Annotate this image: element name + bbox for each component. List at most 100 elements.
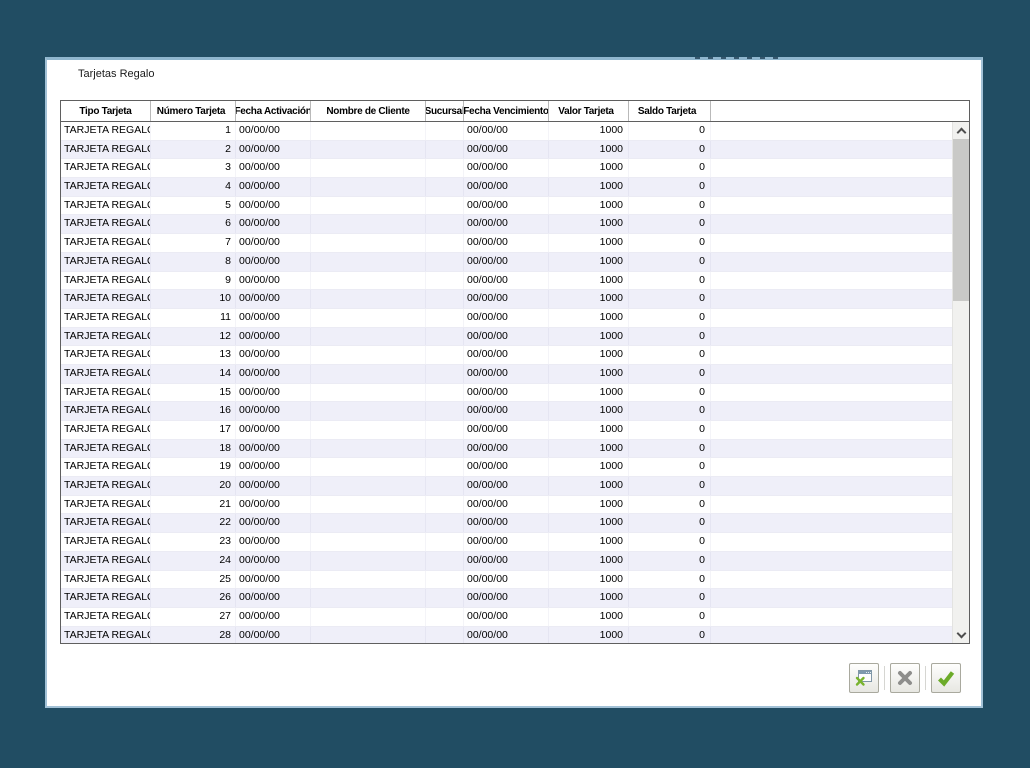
accept-button[interactable] <box>931 663 961 693</box>
cell-fecha-activacion: 00/00/00 <box>236 383 311 402</box>
table-row[interactable]: TARJETA REGALO 19 00/00/00 00/00/00 1000… <box>61 458 952 478</box>
column-header-fecha-vencimiento[interactable]: Fecha Vencimiento <box>464 101 549 121</box>
vertical-scrollbar[interactable] <box>952 122 969 643</box>
column-header-sucursal[interactable]: Sucursal <box>426 101 464 121</box>
table-row[interactable]: TARJETA REGALO 13 00/00/00 00/00/00 1000… <box>61 346 952 365</box>
table-row[interactable]: TARJETA REGALO 16 00/00/00 00/00/00 1000… <box>61 402 952 421</box>
cell-fecha-vencimiento: 00/00/00 <box>464 402 549 420</box>
table-row[interactable]: TARJETA REGALO 24 00/00/00 00/00/00 1000… <box>61 551 952 571</box>
cell-fecha-activacion: 00/00/00 <box>236 402 311 420</box>
cell-fecha-vencimiento: 00/00/00 <box>464 346 549 364</box>
table-row[interactable]: TARJETA REGALO 28 00/00/00 00/00/00 1000… <box>61 626 952 643</box>
cell-sucursal <box>426 346 464 364</box>
table-row[interactable]: TARJETA REGALO 6 00/00/00 00/00/00 1000 … <box>61 215 952 235</box>
table-row[interactable]: TARJETA REGALO 26 00/00/00 00/00/00 1000… <box>61 589 952 608</box>
cell-tipo-tarjeta: TARJETA REGALO <box>61 271 151 290</box>
table-row[interactable]: TARJETA REGALO 25 00/00/00 00/00/00 1000… <box>61 570 952 590</box>
close-form-button[interactable] <box>849 663 879 693</box>
cell-filler <box>711 627 952 643</box>
table-row[interactable]: TARJETA REGALO 10 00/00/00 00/00/00 1000… <box>61 290 952 309</box>
cell-nombre-de-cliente <box>311 626 426 643</box>
cell-fecha-vencimiento: 00/00/00 <box>464 533 549 551</box>
table-row[interactable]: TARJETA REGALO 7 00/00/00 00/00/00 1000 … <box>61 234 952 253</box>
cell-valor-tarjeta: 1000 <box>549 196 629 215</box>
cancel-button[interactable] <box>890 663 920 693</box>
cell-saldo-tarjeta: 0 <box>629 122 711 140</box>
table-row[interactable]: TARJETA REGALO 9 00/00/00 00/00/00 1000 … <box>61 271 952 291</box>
cell-saldo-tarjeta: 0 <box>629 607 711 626</box>
table-row[interactable]: TARJETA REGALO 1 00/00/00 00/00/00 1000 … <box>61 122 952 141</box>
column-header-saldo-tarjeta[interactable]: Saldo Tarjeta <box>629 101 711 121</box>
cell-numero-tarjeta: 18 <box>151 439 236 458</box>
cell-fecha-activacion: 00/00/00 <box>236 364 311 383</box>
cell-filler <box>711 122 952 140</box>
cell-numero-tarjeta: 27 <box>151 607 236 626</box>
cell-filler <box>711 458 952 476</box>
cell-fecha-vencimiento: 00/00/00 <box>464 234 549 252</box>
table-row[interactable]: TARJETA REGALO 18 00/00/00 00/00/00 1000… <box>61 439 952 459</box>
cell-fecha-activacion: 00/00/00 <box>236 495 311 514</box>
cell-nombre-de-cliente <box>311 196 426 215</box>
table-row[interactable]: TARJETA REGALO 11 00/00/00 00/00/00 1000… <box>61 308 952 328</box>
table-row[interactable]: TARJETA REGALO 17 00/00/00 00/00/00 1000… <box>61 421 952 440</box>
column-header-nombre-de-cliente[interactable]: Nombre de Cliente <box>311 101 426 121</box>
table-row[interactable]: TARJETA REGALO 2 00/00/00 00/00/00 1000 … <box>61 140 952 160</box>
cell-fecha-vencimiento: 00/00/00 <box>464 477 549 495</box>
cell-tipo-tarjeta: TARJETA REGALO <box>61 570 151 589</box>
cell-fecha-vencimiento: 00/00/00 <box>464 196 549 215</box>
table-row[interactable]: TARJETA REGALO 23 00/00/00 00/00/00 1000… <box>61 533 952 552</box>
cell-fecha-vencimiento: 00/00/00 <box>464 252 549 271</box>
cell-valor-tarjeta: 1000 <box>549 252 629 271</box>
table-row[interactable]: TARJETA REGALO 21 00/00/00 00/00/00 1000… <box>61 495 952 515</box>
table-row[interactable]: TARJETA REGALO 27 00/00/00 00/00/00 1000… <box>61 607 952 627</box>
cell-tipo-tarjeta: TARJETA REGALO <box>61 178 151 196</box>
cell-sucursal <box>426 215 464 234</box>
cell-nombre-de-cliente <box>311 495 426 514</box>
scrollbar-thumb[interactable] <box>953 139 969 301</box>
cell-numero-tarjeta: 8 <box>151 252 236 271</box>
cell-filler <box>711 309 952 327</box>
table-row[interactable]: TARJETA REGALO 22 00/00/00 00/00/00 1000… <box>61 514 952 534</box>
cell-sucursal <box>426 122 464 140</box>
column-header-fecha-activacion[interactable]: Fecha Activación <box>236 101 311 121</box>
column-header-tipo-tarjeta[interactable]: Tipo Tarjeta <box>61 101 151 121</box>
table-row[interactable]: TARJETA REGALO 15 00/00/00 00/00/00 1000… <box>61 383 952 403</box>
cell-sucursal <box>426 140 464 159</box>
table-row[interactable]: TARJETA REGALO 8 00/00/00 00/00/00 1000 … <box>61 252 952 272</box>
cell-nombre-de-cliente <box>311 514 426 533</box>
cell-fecha-activacion: 00/00/00 <box>236 346 311 364</box>
column-header-valor-tarjeta[interactable]: Valor Tarjeta <box>549 101 629 121</box>
cell-valor-tarjeta: 1000 <box>549 533 629 551</box>
cell-nombre-de-cliente <box>311 551 426 570</box>
cell-fecha-vencimiento: 00/00/00 <box>464 122 549 140</box>
cell-sucursal <box>426 159 464 178</box>
cell-valor-tarjeta: 1000 <box>549 495 629 514</box>
cell-sucursal <box>426 402 464 420</box>
cell-fecha-vencimiento: 00/00/00 <box>464 570 549 589</box>
cell-fecha-activacion: 00/00/00 <box>236 234 311 252</box>
table-row[interactable]: TARJETA REGALO 20 00/00/00 00/00/00 1000… <box>61 477 952 496</box>
cell-filler <box>711 178 952 196</box>
cell-filler <box>711 197 952 215</box>
cell-fecha-activacion: 00/00/00 <box>236 140 311 159</box>
cell-valor-tarjeta: 1000 <box>549 271 629 290</box>
cell-tipo-tarjeta: TARJETA REGALO <box>61 196 151 215</box>
table-row[interactable]: TARJETA REGALO 12 00/00/00 00/00/00 1000… <box>61 327 952 347</box>
cell-valor-tarjeta: 1000 <box>549 477 629 495</box>
cell-nombre-de-cliente <box>311 290 426 308</box>
column-header-numero-tarjeta[interactable]: Número Tarjeta <box>151 101 236 121</box>
cell-numero-tarjeta: 13 <box>151 346 236 364</box>
table-row[interactable]: TARJETA REGALO 4 00/00/00 00/00/00 1000 … <box>61 178 952 197</box>
scrollbar-down-button[interactable] <box>953 626 969 643</box>
scrollbar-up-button[interactable] <box>953 122 969 139</box>
cell-nombre-de-cliente <box>311 383 426 402</box>
cell-valor-tarjeta: 1000 <box>549 346 629 364</box>
cell-fecha-vencimiento: 00/00/00 <box>464 271 549 290</box>
table-row[interactable]: TARJETA REGALO 3 00/00/00 00/00/00 1000 … <box>61 159 952 179</box>
cell-fecha-activacion: 00/00/00 <box>236 458 311 477</box>
table-row[interactable]: TARJETA REGALO 14 00/00/00 00/00/00 1000… <box>61 364 952 384</box>
cell-sucursal <box>426 570 464 589</box>
table-row[interactable]: TARJETA REGALO 5 00/00/00 00/00/00 1000 … <box>61 196 952 216</box>
cell-fecha-activacion: 00/00/00 <box>236 271 311 290</box>
cell-numero-tarjeta: 17 <box>151 421 236 439</box>
